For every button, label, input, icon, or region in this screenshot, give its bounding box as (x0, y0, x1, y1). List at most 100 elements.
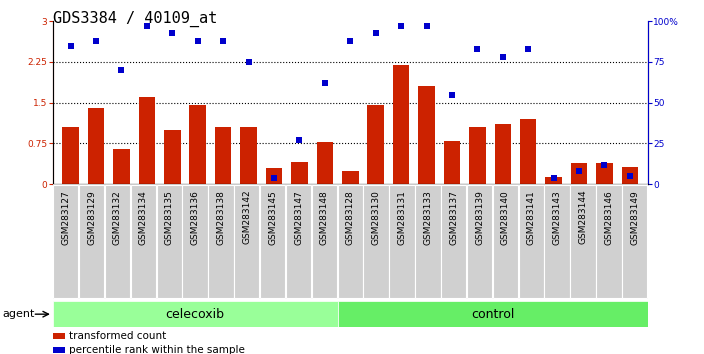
Bar (113, 149, 130, 184)
Text: GSM283130: GSM283130 (372, 190, 381, 245)
Bar (53, 347, 65, 353)
Text: GSM283135: GSM283135 (165, 190, 174, 245)
Text: GSM283134: GSM283134 (139, 190, 148, 245)
Point (345, 38, 356, 44)
Bar (337, 185, 363, 298)
Bar (337, 301, 648, 327)
Text: GSM283133: GSM283133 (423, 190, 432, 245)
Bar (444, 141, 460, 184)
Text: GSM283148: GSM283148 (320, 190, 329, 245)
Text: GSM283127: GSM283127 (61, 190, 70, 245)
Bar (312, 185, 337, 298)
Point (599, 162, 610, 167)
Bar (286, 185, 311, 298)
Bar (418, 86, 435, 184)
Text: GSM283136: GSM283136 (191, 190, 199, 245)
Bar (393, 65, 409, 184)
Text: celecoxib: celecoxib (165, 308, 225, 321)
Text: control: control (471, 308, 515, 321)
Bar (156, 185, 182, 298)
Bar (317, 142, 333, 184)
Point (142, 23, 153, 29)
Text: GSM283129: GSM283129 (87, 190, 96, 245)
Point (548, 175, 559, 181)
Bar (240, 127, 257, 184)
Bar (234, 185, 260, 298)
Point (421, 23, 432, 29)
Text: GSM283149: GSM283149 (630, 190, 639, 245)
Point (116, 67, 127, 73)
Point (472, 46, 483, 52)
Text: GSM283128: GSM283128 (346, 190, 355, 245)
Point (268, 175, 279, 181)
Point (192, 38, 203, 44)
Bar (622, 167, 638, 184)
Bar (520, 119, 536, 184)
Bar (53, 301, 337, 327)
Bar (164, 130, 180, 184)
Bar (53, 185, 78, 298)
Text: transformed count: transformed count (69, 331, 166, 341)
Bar (596, 164, 612, 184)
Bar (208, 185, 234, 298)
Text: GSM283131: GSM283131 (398, 190, 406, 245)
Text: GSM283144: GSM283144 (579, 190, 588, 245)
Text: GSM283145: GSM283145 (268, 190, 277, 245)
Text: GSM283140: GSM283140 (501, 190, 510, 245)
Text: percentile rank within the sample: percentile rank within the sample (69, 345, 245, 354)
Bar (291, 162, 308, 184)
Point (90, 38, 101, 44)
Bar (189, 105, 206, 184)
Text: GSM283142: GSM283142 (242, 190, 251, 245)
Point (370, 30, 382, 35)
Bar (139, 97, 155, 184)
Text: GDS3384 / 40109_at: GDS3384 / 40109_at (53, 11, 217, 27)
Bar (596, 185, 622, 298)
Bar (571, 164, 587, 184)
Text: GSM283139: GSM283139 (475, 190, 484, 245)
Bar (363, 185, 389, 298)
Bar (389, 185, 415, 298)
Point (243, 59, 254, 65)
Bar (441, 185, 466, 298)
Point (574, 168, 585, 174)
Text: GSM283146: GSM283146 (604, 190, 613, 245)
Point (396, 23, 407, 29)
Text: agent: agent (3, 309, 35, 319)
Point (294, 137, 305, 143)
Text: GSM283143: GSM283143 (553, 190, 562, 245)
Bar (63, 127, 79, 184)
Bar (494, 124, 511, 184)
Bar (88, 108, 104, 184)
Text: GSM283138: GSM283138 (216, 190, 225, 245)
Bar (260, 185, 285, 298)
Bar (415, 185, 441, 298)
Text: GSM283141: GSM283141 (527, 190, 536, 245)
Point (167, 30, 178, 35)
Bar (544, 185, 570, 298)
Bar (467, 185, 492, 298)
Bar (79, 185, 104, 298)
Bar (519, 185, 544, 298)
Text: GSM283147: GSM283147 (294, 190, 303, 245)
Point (446, 92, 458, 97)
Bar (53, 333, 65, 339)
Bar (622, 185, 648, 298)
Bar (367, 105, 384, 184)
Point (65, 43, 76, 48)
Bar (342, 171, 358, 184)
Bar (105, 185, 130, 298)
Point (522, 46, 534, 52)
Bar (546, 177, 562, 184)
Bar (469, 127, 486, 184)
Text: GSM283132: GSM283132 (113, 190, 122, 245)
Point (319, 80, 330, 86)
Bar (131, 185, 156, 298)
Bar (493, 185, 518, 298)
Text: GSM283137: GSM283137 (449, 190, 458, 245)
Bar (265, 168, 282, 184)
Point (497, 54, 508, 60)
Point (218, 38, 229, 44)
Point (624, 173, 636, 179)
Bar (182, 185, 208, 298)
